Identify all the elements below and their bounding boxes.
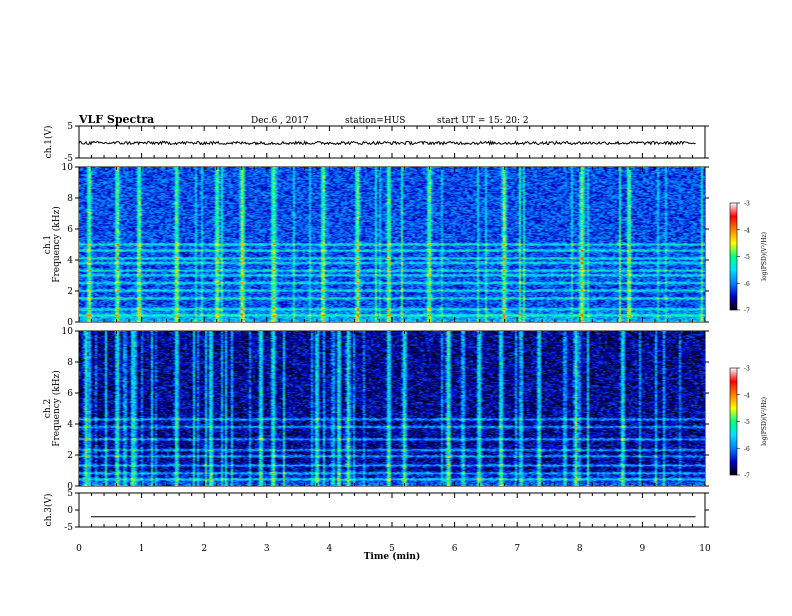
x-tick-label: 6 bbox=[452, 544, 458, 554]
ch2_spec-ytick-label: 6 bbox=[67, 389, 73, 399]
ch1-ytick-label: 5 bbox=[67, 122, 73, 132]
ch1-ylabel: ch.1(V) bbox=[43, 126, 54, 159]
ch2_spec-colorbar-tick-label: -7 bbox=[744, 473, 750, 480]
ch1-spectrogram bbox=[79, 167, 705, 322]
ch1_spec-colorbar-label: log(PSD)(V²/Hz) bbox=[761, 232, 768, 281]
x-tick-label: 2 bbox=[201, 544, 207, 554]
ch2_spec-colorbar-tick-label: -6 bbox=[744, 446, 750, 453]
ch3-frame bbox=[78, 492, 706, 528]
x-tick-label: 8 bbox=[577, 544, 583, 554]
x-axis-label: Time (min) bbox=[364, 551, 421, 562]
ch3-ylabel: ch.3(V) bbox=[43, 494, 54, 527]
ch1_spec-ytick-label: 2 bbox=[67, 287, 73, 297]
ch1_spec-colorbar-tick-label: -4 bbox=[744, 227, 750, 234]
ch1_spec-colorbar-tick-label: -3 bbox=[744, 201, 750, 208]
ch1_spec-ytick-label: 10 bbox=[62, 163, 74, 173]
ch2_spec-ytick-label: 2 bbox=[67, 451, 73, 461]
ch2_spec-ylabel-channel: ch.2 bbox=[43, 399, 53, 418]
ch2_spec-colorbar-tick-label: -5 bbox=[744, 419, 750, 426]
station-label: station=HUS bbox=[345, 116, 405, 126]
x-tick-label: 4 bbox=[327, 544, 333, 554]
ch1_spec-ylabel-channel: ch.1 bbox=[43, 235, 53, 254]
colorbars: -3 -4 -5 -6 -7 log(PSD)(V²/Hz) -3 -4 -5 -6 -7 log(P… bbox=[729, 201, 768, 480]
ch2_spec-colorbar-tick-label: -4 bbox=[744, 392, 750, 399]
ch2_spec-colorbar-tick-label: -3 bbox=[744, 366, 750, 373]
ch1_spec-ytick-label: 6 bbox=[67, 225, 73, 235]
x-tick-label: 9 bbox=[640, 544, 646, 554]
ch1_spec-ytick-label: 8 bbox=[67, 194, 73, 204]
x-tick-label: 5 bbox=[389, 544, 395, 554]
ch1-ytick-label: -5 bbox=[64, 154, 73, 164]
start-time-label: start UT = 15: 20: 2 bbox=[437, 116, 529, 126]
ch1_spec-ytick-label: 4 bbox=[67, 256, 73, 266]
ch2_spec-ytick-label: 4 bbox=[67, 420, 73, 430]
ch2_spec-colorbar-label: log(PSD)(V²/Hz) bbox=[761, 397, 768, 446]
ch2-spectrogram bbox=[79, 331, 705, 486]
figure-title: VLF Spectra bbox=[78, 113, 154, 126]
ch3-ytick-label: 0 bbox=[67, 506, 73, 516]
ch1_spec-colorbar-tick-label: -7 bbox=[744, 308, 750, 315]
x-tick-label: 1 bbox=[139, 544, 145, 554]
ch2_spec-colorbar bbox=[729, 367, 738, 476]
ch3-ytick-label: 5 bbox=[67, 489, 73, 499]
ch1_spec-colorbar-tick-label: -5 bbox=[744, 254, 750, 261]
ch1_spec-colorbar bbox=[729, 202, 738, 311]
x-tick-label: 10 bbox=[699, 544, 711, 554]
ch2_spec-ytick-label: 8 bbox=[67, 358, 73, 368]
ch1-trace bbox=[78, 139, 696, 146]
x-tick-label: 0 bbox=[76, 544, 82, 554]
ch1_spec-colorbar-tick-label: -6 bbox=[744, 281, 750, 288]
ch1_spec-ylabel: Frequency (kHz) bbox=[51, 206, 62, 283]
x-tick-label: 3 bbox=[264, 544, 270, 554]
x-tick-label: 7 bbox=[514, 544, 520, 554]
ch2_spec-ytick-label: 0 bbox=[67, 482, 73, 492]
date-label: Dec.6 , 2017 bbox=[251, 116, 309, 126]
ch3-ytick-label: -5 bbox=[64, 523, 73, 533]
ch1_spec-ytick-label: 0 bbox=[67, 318, 73, 328]
ch2_spec-ylabel: Frequency (kHz) bbox=[51, 370, 62, 447]
ch2_spec-ytick-label: 10 bbox=[62, 327, 74, 337]
